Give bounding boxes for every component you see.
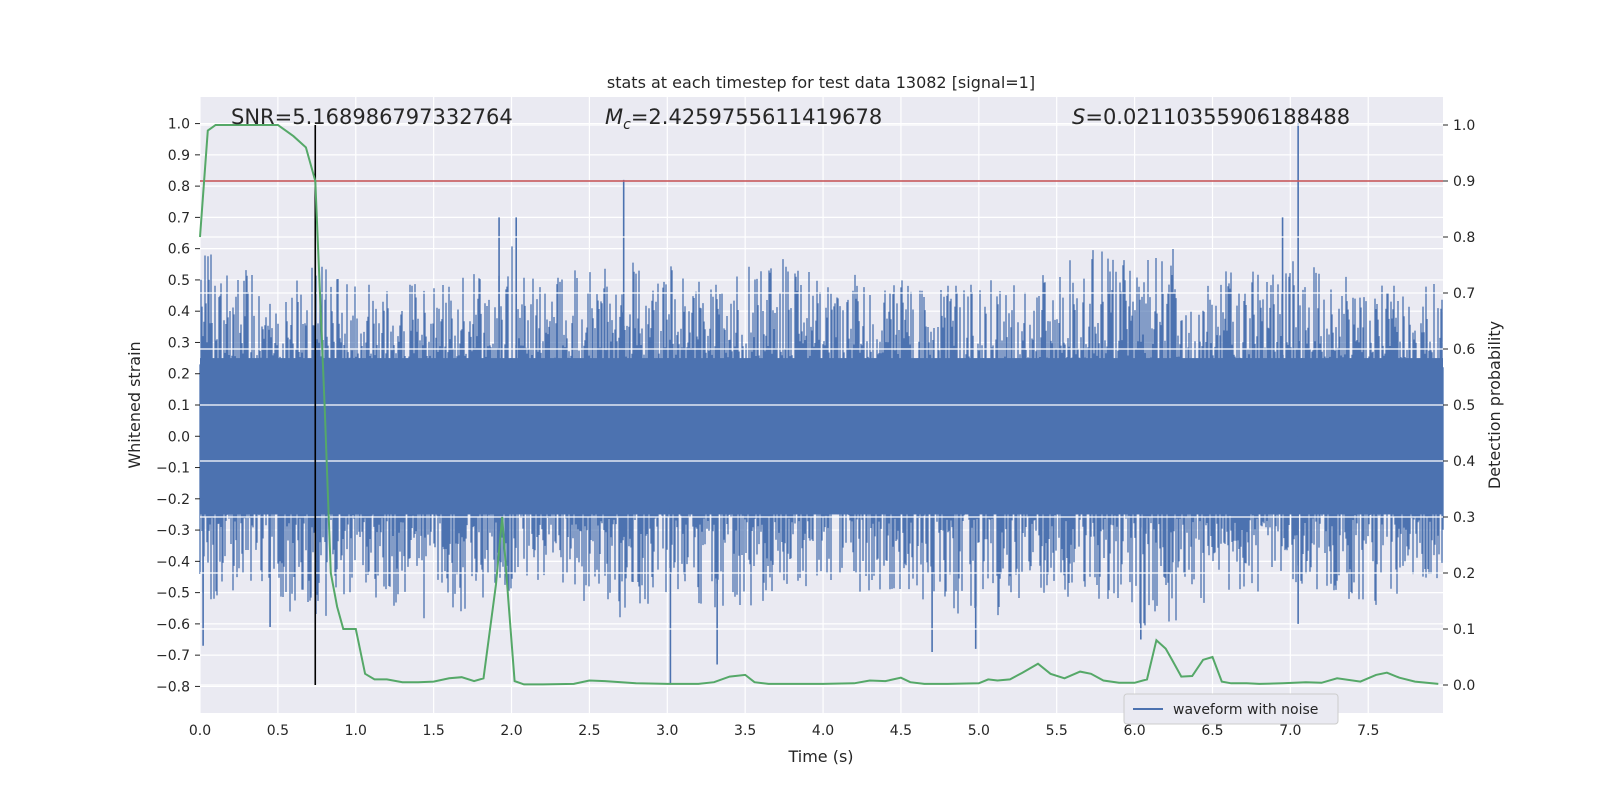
y-tick-label-right: 0.6: [1453, 342, 1475, 358]
y-tick-label-left: 0.8: [168, 179, 190, 195]
y-tick-label-left: −0.4: [156, 554, 190, 570]
y-tick-label-right: 0.5: [1453, 398, 1475, 414]
chirp-mass-value: =2.4259755611419678: [631, 105, 882, 129]
y-tick-label-right: 0.1: [1453, 622, 1475, 638]
right-axis-grid: [200, 124, 1443, 686]
x-tick-label: 4.0: [812, 723, 834, 739]
x-tick-label: 4.5: [890, 723, 912, 739]
y-tick-label-right: 0.8: [1453, 230, 1475, 246]
legend-label: waveform with noise: [1173, 702, 1318, 718]
y-tick-label-right: 0.7: [1453, 286, 1475, 302]
s-symbol: S: [1072, 105, 1085, 129]
y-tick-label-left: 0.6: [168, 242, 190, 258]
probability-series: [199, 124, 1443, 686]
y-tick-label-left: 1.0: [168, 117, 190, 133]
y-tick-label-right: 0.2: [1453, 566, 1475, 582]
y-tick-label-left: −0.8: [156, 679, 190, 695]
x-tick-label: 0.5: [267, 723, 289, 739]
x-tick-label: 2.0: [500, 723, 522, 739]
x-tick-label: 5.0: [968, 723, 990, 739]
y-axis-label-right: Detection probability: [1485, 321, 1504, 489]
y-tick-label-right: 0.9: [1453, 174, 1475, 190]
y-tick-label-left: 0.4: [168, 304, 190, 320]
chirp-mass-subscript: c: [623, 117, 631, 133]
chirp-mass-symbol: M: [605, 105, 623, 129]
x-axis-label: Time (s): [787, 747, 853, 766]
chart-title: stats at each timestep for test data 130…: [607, 73, 1035, 92]
y-axis-label-left: Whitened strain: [125, 341, 144, 468]
y-tick-label-left: 0.7: [168, 210, 190, 226]
y-tick-label-right: 0.4: [1453, 454, 1475, 470]
y-tick-label-left: 0.1: [168, 398, 190, 414]
x-tick-label: 1.5: [423, 723, 445, 739]
x-tick-label: 3.0: [656, 723, 678, 739]
y-tick-label-left: −0.2: [156, 492, 190, 508]
y-tick-label-left: −0.5: [156, 586, 190, 602]
x-tick-label: 5.5: [1046, 723, 1068, 739]
y-tick-label-left: −0.7: [156, 648, 190, 664]
y-tick-label-left: 0.5: [168, 273, 190, 289]
y-tick-label-right: 0.0: [1453, 678, 1475, 694]
y-tick-label-left: 0.9: [168, 148, 190, 164]
y-tick-label-left: −0.1: [156, 461, 190, 477]
x-tick-label: 3.5: [734, 723, 756, 739]
x-tick-label: 7.0: [1279, 723, 1301, 739]
x-tick-label: 1.0: [345, 723, 367, 739]
chirp-mass-annotation: Mc=2.4259755611419678: [605, 105, 882, 133]
y-tick-label-left: 0.3: [168, 335, 190, 351]
legend-box: [1123, 693, 1339, 725]
s-annotation: S=0.02110355906188488: [1072, 105, 1350, 129]
x-tick-label: 6.0: [1123, 723, 1145, 739]
probability-line: [199, 124, 1439, 686]
y-tick-label-left: −0.6: [156, 617, 190, 633]
y-tick-label-left: 0.0: [168, 429, 190, 445]
ticks: 0.0 0.5 1.0 1.5 2.0 2.5 3.0 3.5 4.0 4.5 5.0 5.5 6.0 6…: [156, 117, 1475, 739]
x-tick-label: 7.5: [1357, 723, 1379, 739]
legend: waveform with noise: [1123, 693, 1339, 725]
x-tick-label: 0.0: [189, 723, 211, 739]
s-value: =0.02110355906188488: [1085, 105, 1350, 129]
y-tick-label-left: −0.3: [156, 523, 190, 539]
y-tick-label-left: 0.2: [168, 367, 190, 383]
snr-annotation: SNR=5.168986797332764: [231, 105, 513, 129]
x-tick-label: 2.5: [578, 723, 600, 739]
waveform-series: [199, 123, 1444, 684]
x-tick-label: 6.5: [1201, 723, 1223, 739]
y-tick-label-right: 1.0: [1453, 118, 1475, 134]
y-tick-label-right: 0.3: [1453, 510, 1475, 526]
